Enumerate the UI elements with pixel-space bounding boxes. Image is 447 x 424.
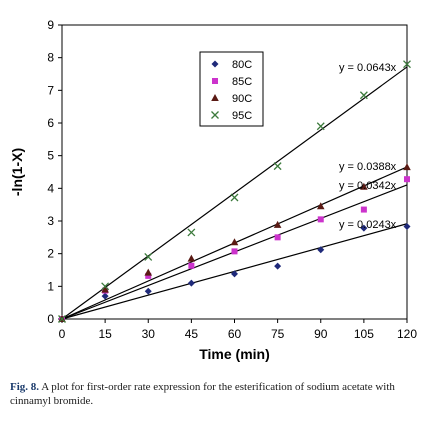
equation-label-95C: y = 0.0643x bbox=[339, 62, 397, 74]
data-point-95C bbox=[273, 162, 282, 171]
equation-label-90C: y = 0.0388x bbox=[339, 161, 397, 173]
y-tick-label: 7 bbox=[47, 83, 54, 97]
legend-label-85C: 85C bbox=[232, 76, 252, 88]
x-tick-label: 60 bbox=[228, 327, 242, 341]
y-tick-label: 4 bbox=[47, 181, 54, 195]
caption-text: A plot for first-order rate expression f… bbox=[10, 381, 395, 407]
legend-marker-95C bbox=[211, 111, 219, 119]
data-point-95C bbox=[359, 91, 368, 100]
data-point-95C bbox=[316, 122, 325, 131]
x-axis-title: Time (min) bbox=[199, 346, 270, 362]
x-tick-label: 105 bbox=[354, 327, 374, 341]
data-point-80C bbox=[317, 246, 325, 254]
data-point-95C bbox=[403, 60, 411, 69]
data-point-85C bbox=[231, 248, 238, 255]
data-point-90C bbox=[187, 254, 196, 262]
y-tick-label: 8 bbox=[47, 51, 54, 65]
data-point-85C bbox=[188, 262, 195, 269]
data-point-85C bbox=[360, 206, 367, 213]
x-tick-label: 90 bbox=[314, 327, 328, 341]
data-point-90C bbox=[316, 202, 325, 210]
data-point-80C bbox=[274, 262, 282, 270]
y-tick-label: 1 bbox=[47, 279, 54, 293]
data-point-85C bbox=[404, 176, 410, 183]
data-point-90C bbox=[273, 220, 282, 228]
data-point-95C bbox=[144, 252, 153, 261]
data-point-90C bbox=[403, 163, 411, 171]
x-tick-label: 0 bbox=[59, 327, 66, 341]
y-tick-label: 0 bbox=[47, 312, 54, 326]
y-tick-label: 3 bbox=[47, 214, 54, 228]
figure-caption: Fig. 8. A plot for first-order rate expr… bbox=[10, 380, 430, 408]
y-tick-label: 2 bbox=[47, 247, 54, 261]
legend-marker-80C bbox=[211, 60, 219, 68]
legend-label-80C: 80C bbox=[232, 59, 252, 71]
y-tick-label: 9 bbox=[47, 18, 54, 32]
equation-label-80C: y = 0.0243x bbox=[339, 219, 397, 231]
data-point-95C bbox=[230, 193, 239, 202]
data-point-80C bbox=[187, 279, 195, 287]
legend-marker-85C bbox=[212, 78, 218, 84]
data-point-80C bbox=[360, 224, 368, 232]
x-tick-label: 45 bbox=[185, 327, 199, 341]
data-point-80C bbox=[231, 270, 238, 278]
data-point-80C bbox=[403, 223, 411, 231]
data-point-90C bbox=[230, 238, 239, 246]
x-tick-label: 15 bbox=[98, 327, 112, 341]
data-point-80C bbox=[144, 287, 152, 295]
data-point-85C bbox=[145, 272, 152, 279]
caption-label: Fig. 8. bbox=[10, 381, 40, 393]
data-point-90C bbox=[101, 285, 109, 293]
data-point-95C bbox=[58, 315, 66, 323]
data-point-90C bbox=[360, 182, 368, 190]
y-tick-label: 5 bbox=[47, 149, 54, 163]
legend-label-90C: 90C bbox=[232, 93, 252, 105]
legend-marker-90C bbox=[211, 94, 219, 101]
trendline-95C bbox=[61, 66, 408, 320]
data-point-80C bbox=[101, 292, 109, 300]
y-tick-label: 6 bbox=[47, 116, 54, 130]
equation-label-85C: y = 0.0342x bbox=[339, 180, 397, 192]
x-tick-label: 30 bbox=[142, 327, 156, 341]
data-point-90C bbox=[144, 268, 153, 276]
data-point-95C bbox=[101, 282, 110, 291]
data-point-95C bbox=[187, 228, 196, 237]
data-point-85C bbox=[317, 216, 324, 223]
legend-box bbox=[199, 51, 264, 127]
y-axis-title: -ln(1-X) bbox=[9, 148, 25, 196]
x-tick-label: 120 bbox=[397, 327, 417, 341]
legend-label-95C: 95C bbox=[232, 110, 252, 122]
x-tick-label: 75 bbox=[271, 327, 285, 341]
data-point-85C bbox=[274, 234, 281, 241]
